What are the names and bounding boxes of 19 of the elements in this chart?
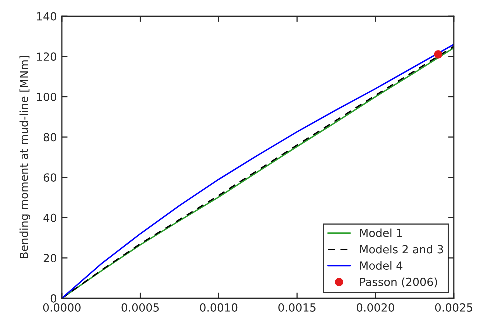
- legend-label: Models 2 and 3: [360, 245, 444, 254]
- y-tick-label: 80: [44, 133, 57, 142]
- x-tick-label: 0.0025: [435, 304, 473, 312]
- y-tick-label: 140: [37, 12, 57, 21]
- x-tick-label: 0.0020: [357, 304, 394, 312]
- y-axis-title: Bending moment at mud-line [MNm]: [20, 56, 31, 258]
- x-tick-label: 0.0010: [200, 304, 238, 312]
- x-tick-label: 0.0005: [122, 304, 159, 312]
- legend-label: Model 1: [360, 228, 402, 238]
- legend-label: Model 4: [360, 261, 403, 270]
- x-tick-label: 0.0000: [43, 304, 81, 312]
- y-tick-label: 20: [44, 254, 57, 263]
- y-tick-label: 60: [44, 174, 57, 182]
- y-tick-label: 100: [37, 92, 57, 102]
- y-tick-label: 120: [37, 52, 57, 62]
- legend-label: Passon (2006): [360, 278, 438, 288]
- y-tick-label: 0: [50, 294, 57, 303]
- y-tick-label: 40: [44, 214, 57, 222]
- x-tick-label: 0.0015: [278, 304, 316, 312]
